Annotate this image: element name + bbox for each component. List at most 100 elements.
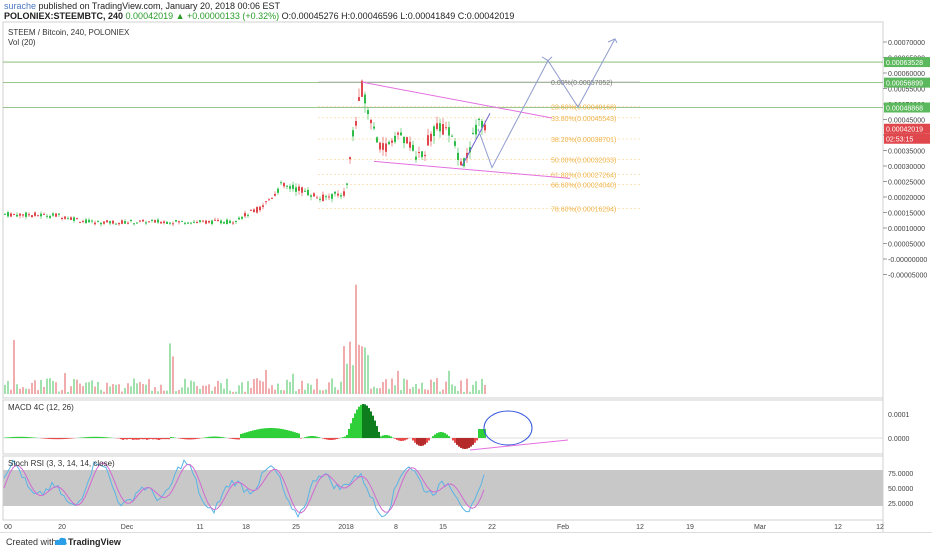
macd-bar [242, 433, 244, 438]
candle [193, 222, 195, 223]
candle [37, 215, 39, 216]
tradingview-brand[interactable]: TradingView [68, 537, 121, 547]
candle [280, 182, 282, 183]
candle [382, 143, 384, 150]
candle [409, 142, 411, 148]
candle [199, 220, 201, 222]
macd-bar [220, 437, 222, 438]
macd-bar [168, 438, 170, 439]
volume-bar [181, 387, 183, 394]
volume-bar [280, 390, 282, 394]
fib-label: 33.80%(0.00045543) [551, 116, 616, 123]
macd-bar [186, 438, 188, 439]
candle [415, 157, 417, 160]
macd-bar [476, 438, 478, 440]
volume-bar [58, 391, 60, 394]
volume-bar [61, 390, 63, 394]
volume-bar [337, 390, 339, 394]
macd-bar [148, 438, 150, 439]
volume-bar [232, 392, 234, 394]
candle [346, 184, 348, 185]
price-tag-label: 0.00048868 [886, 106, 923, 113]
macd-bar [204, 437, 206, 438]
macd-bar [354, 413, 356, 438]
volume-bar [445, 382, 447, 394]
candle [235, 221, 237, 222]
volume-bar [157, 391, 159, 394]
macd-bar [134, 438, 136, 440]
macd-bar [164, 438, 166, 439]
macd-bar [106, 437, 108, 438]
footer: Created with TradingView [0, 532, 932, 551]
candle [421, 151, 423, 157]
candle [91, 221, 93, 222]
macd-bar [32, 437, 34, 438]
candle [478, 119, 480, 120]
volume-bar [400, 390, 402, 394]
candle [223, 222, 225, 224]
macd-bar [468, 438, 470, 448]
chart-canvas[interactable]: 0.00%(0.00057052)23.60%(0.00049168)33.80… [0, 0, 932, 532]
macd-bar [218, 437, 220, 438]
macd-bar [198, 438, 200, 439]
volume-bar [412, 387, 414, 394]
macd-bar [444, 433, 446, 438]
volume-bar [439, 392, 441, 394]
volume-bar [268, 388, 270, 394]
macd-bar [232, 438, 234, 439]
volume-bar [85, 383, 87, 394]
candle [376, 137, 378, 142]
macd-bar [6, 437, 8, 438]
candle [109, 221, 111, 223]
macd-bar [182, 438, 184, 439]
macd-bar [250, 431, 252, 438]
descending-trendline [362, 82, 552, 118]
macd-bar [456, 438, 458, 445]
fib-label: 0.00%(0.00057052) [551, 80, 613, 87]
candle [406, 137, 408, 143]
macd-bar [416, 438, 418, 444]
volume-bar [91, 380, 93, 394]
candle [319, 199, 321, 200]
macd-bar [170, 437, 172, 438]
candle [70, 217, 72, 220]
volume-bar [76, 380, 78, 394]
macd-bar [206, 437, 208, 438]
macd-bar [268, 428, 270, 438]
macd-bar [348, 429, 350, 438]
candle [64, 217, 66, 219]
candle [259, 207, 261, 210]
candle [118, 223, 120, 224]
volume-bar [25, 389, 27, 394]
volume-bar [379, 388, 381, 394]
volume-bar [211, 391, 213, 394]
fib-label: 38.20%(0.00038701) [551, 137, 616, 144]
y-tick-label: 0.00005000 [888, 242, 925, 249]
volume-bar [187, 387, 189, 394]
x-tick-label: 12 [876, 524, 884, 531]
macd-bar [128, 438, 130, 439]
x-tick-label: 8 [394, 524, 398, 531]
macd-bar [386, 435, 388, 438]
x-tick-label: 12 [636, 524, 644, 531]
volume-bar [235, 392, 237, 394]
x-tick-label: 00 [4, 524, 12, 531]
macd-trendline [470, 440, 568, 450]
x-tick-label: 19 [686, 524, 694, 531]
macd-bar [244, 433, 246, 438]
projection-arrow [542, 57, 552, 61]
macd-bar [440, 432, 442, 438]
y-tick-label: 0.00025000 [888, 180, 925, 187]
volume-bar [286, 380, 288, 394]
candle [184, 223, 186, 224]
volume-bar [376, 388, 378, 394]
macd-bar [322, 438, 324, 439]
macd-bar [436, 433, 438, 438]
candle [400, 132, 402, 135]
macd-bar [152, 438, 154, 439]
volume-bar [154, 387, 156, 394]
macd-pane [3, 400, 883, 454]
macd-bar [240, 434, 242, 438]
macd-bar [382, 435, 384, 438]
volume-bar [241, 382, 243, 394]
